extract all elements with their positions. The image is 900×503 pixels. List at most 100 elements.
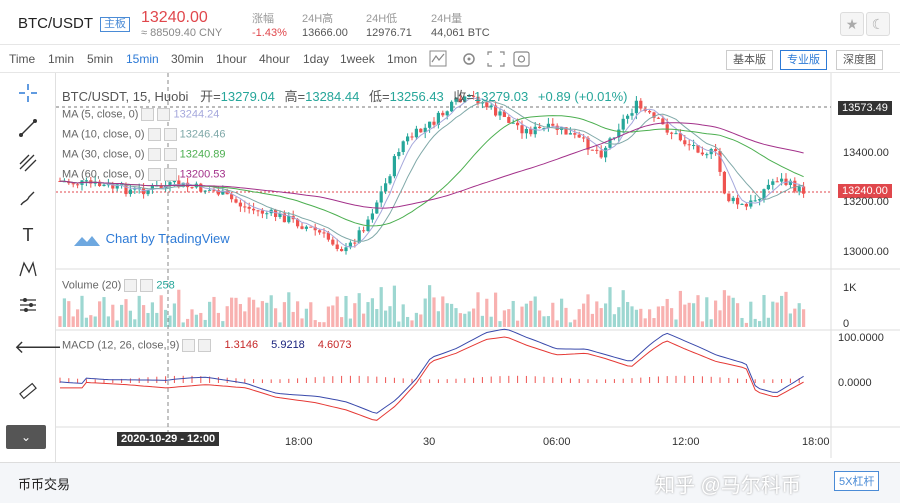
volume-bar bbox=[128, 310, 132, 327]
volume-bar bbox=[203, 319, 207, 327]
ma60-value: 13200.53 bbox=[179, 168, 226, 181]
candle bbox=[335, 244, 339, 250]
candle bbox=[630, 113, 634, 116]
macd-close-icon[interactable] bbox=[198, 339, 212, 352]
settings-icon[interactable] bbox=[463, 53, 475, 65]
tf-4hour[interactable]: 4hour bbox=[259, 52, 290, 66]
candle bbox=[568, 133, 572, 135]
tf-1mon[interactable]: 1mon bbox=[387, 52, 418, 66]
ma10-legend[interactable]: MA (10, close, 0) 13246.46 bbox=[62, 128, 226, 141]
indicators-icon[interactable] bbox=[429, 50, 447, 67]
candle bbox=[595, 149, 599, 151]
macd-settings-icon[interactable] bbox=[182, 339, 196, 352]
trendline-icon[interactable] bbox=[14, 118, 42, 142]
candle bbox=[133, 188, 137, 190]
view-pro-button[interactable]: 专业版 bbox=[780, 50, 827, 70]
macd-axis-label: 100.0000 bbox=[838, 332, 884, 344]
candle bbox=[428, 121, 432, 128]
pattern-icon[interactable] bbox=[14, 259, 42, 283]
legend-high: 13284.44 bbox=[305, 89, 360, 104]
screenshot-icon[interactable] bbox=[513, 51, 530, 67]
back-arrow-icon[interactable]: 🡐 bbox=[14, 337, 63, 357]
last-price: 13240.00 bbox=[141, 9, 208, 26]
candle bbox=[370, 213, 374, 220]
tf-time[interactable]: Time bbox=[9, 52, 36, 66]
candle bbox=[98, 181, 102, 187]
prediction-icon[interactable] bbox=[14, 295, 42, 319]
volume-bar bbox=[133, 319, 137, 327]
volume-bar bbox=[498, 321, 502, 327]
crosshair-icon[interactable] bbox=[14, 83, 42, 107]
ma30-close-icon[interactable] bbox=[163, 148, 177, 161]
candle bbox=[489, 105, 493, 108]
candle bbox=[771, 181, 775, 185]
text-tool-icon[interactable]: T bbox=[22, 225, 34, 245]
ma60-legend[interactable]: MA (60, close, 0) 13200.53 bbox=[62, 168, 226, 181]
time-axis-label: 30 bbox=[423, 436, 436, 448]
star-icon[interactable]: ★ bbox=[840, 12, 864, 36]
ma5-legend[interactable]: MA (5, close, 0) 13244.24 bbox=[62, 108, 219, 121]
macd-legend[interactable]: MACD (12, 26, close, 9) 1.3146 5.9218 4.… bbox=[62, 339, 352, 352]
volume-bar bbox=[639, 308, 643, 327]
leverage-badge[interactable]: 5X杠杆 bbox=[834, 471, 880, 491]
volume-bar bbox=[705, 297, 709, 327]
tf-30min[interactable]: 30min bbox=[171, 52, 204, 66]
ma5-close-icon[interactable] bbox=[157, 108, 171, 121]
candle bbox=[234, 199, 238, 203]
tf-1min[interactable]: 1min bbox=[48, 52, 75, 66]
volume-bar bbox=[80, 295, 84, 327]
candle bbox=[696, 145, 700, 153]
candle bbox=[300, 226, 304, 229]
bottom-bar: 币币交易 知乎 @马尔科币 5X杠杆 bbox=[0, 462, 900, 503]
volume-bar bbox=[678, 290, 682, 327]
stat-value-low: 12976.71 bbox=[366, 27, 412, 39]
ma30-legend[interactable]: MA (30, close, 0) 13240.89 bbox=[62, 148, 226, 161]
tf-5min[interactable]: 5min bbox=[87, 52, 114, 66]
tf-1day[interactable]: 1day bbox=[303, 52, 330, 66]
volume-bar bbox=[780, 295, 784, 327]
spot-trading-tab[interactable]: 币币交易 bbox=[18, 477, 71, 492]
candle bbox=[736, 197, 740, 205]
volume-bar bbox=[661, 306, 665, 327]
candle bbox=[564, 127, 568, 135]
symbol-name[interactable]: BTC/USDT bbox=[18, 15, 93, 32]
ruler-icon[interactable] bbox=[14, 381, 42, 405]
legend-title[interactable]: BTC/USDT, 15, Huobi bbox=[62, 89, 189, 104]
ma60-label: MA (60, close, 0) bbox=[62, 168, 145, 181]
tf-1week[interactable]: 1week bbox=[340, 52, 375, 66]
collapse-tools-icon[interactable]: ⌄ bbox=[6, 425, 46, 449]
price-chart[interactable] bbox=[56, 73, 900, 458]
volume-bar bbox=[538, 310, 542, 327]
volume-bar bbox=[287, 292, 291, 327]
ma30-settings-icon[interactable] bbox=[147, 148, 161, 161]
ma60-line bbox=[60, 122, 804, 209]
view-depth-button[interactable]: 深度图 bbox=[836, 50, 883, 70]
candle bbox=[419, 128, 423, 133]
volume-legend[interactable]: Volume (20) 258 bbox=[62, 279, 175, 292]
ma10-settings-icon[interactable] bbox=[147, 128, 161, 141]
volume-settings-icon[interactable] bbox=[124, 279, 138, 292]
tf-15min[interactable]: 15min bbox=[126, 52, 159, 66]
volume-bar bbox=[322, 322, 326, 327]
tradingview-watermark[interactable]: Chart by TradingView bbox=[72, 231, 230, 248]
chart-toolbar: Time 1min 5min 15min 30min 1hour 4hour 1… bbox=[0, 46, 900, 73]
candle bbox=[115, 184, 119, 189]
ma60-close-icon[interactable] bbox=[163, 168, 177, 181]
volume-bar bbox=[243, 311, 247, 327]
volume-bar bbox=[551, 302, 555, 327]
tf-1hour[interactable]: 1hour bbox=[216, 52, 247, 66]
ma60-settings-icon[interactable] bbox=[147, 168, 161, 181]
volume-bar bbox=[516, 320, 520, 327]
volume-bar bbox=[467, 311, 471, 327]
volume-close-icon[interactable] bbox=[140, 279, 154, 292]
ma10-close-icon[interactable] bbox=[163, 128, 177, 141]
volume-bar bbox=[432, 297, 436, 327]
fib-icon[interactable] bbox=[14, 153, 42, 177]
moon-icon[interactable]: ☾ bbox=[866, 12, 890, 36]
view-basic-button[interactable]: 基本版 bbox=[726, 50, 773, 70]
candle bbox=[766, 184, 770, 190]
fullscreen-icon[interactable] bbox=[487, 51, 505, 67]
brush-icon[interactable] bbox=[14, 188, 42, 212]
ma5-settings-icon[interactable] bbox=[141, 108, 155, 121]
ma10-value: 13246.46 bbox=[179, 128, 226, 141]
